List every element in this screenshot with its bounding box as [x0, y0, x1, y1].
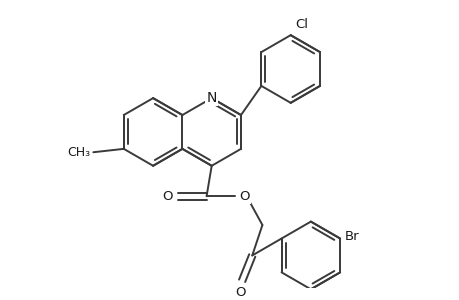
Text: Br: Br — [343, 230, 358, 243]
Text: O: O — [234, 286, 245, 299]
Text: O: O — [239, 190, 249, 203]
Text: N: N — [206, 91, 217, 105]
Text: Cl: Cl — [294, 18, 307, 31]
Text: CH₃: CH₃ — [67, 146, 90, 159]
Text: O: O — [162, 190, 172, 203]
